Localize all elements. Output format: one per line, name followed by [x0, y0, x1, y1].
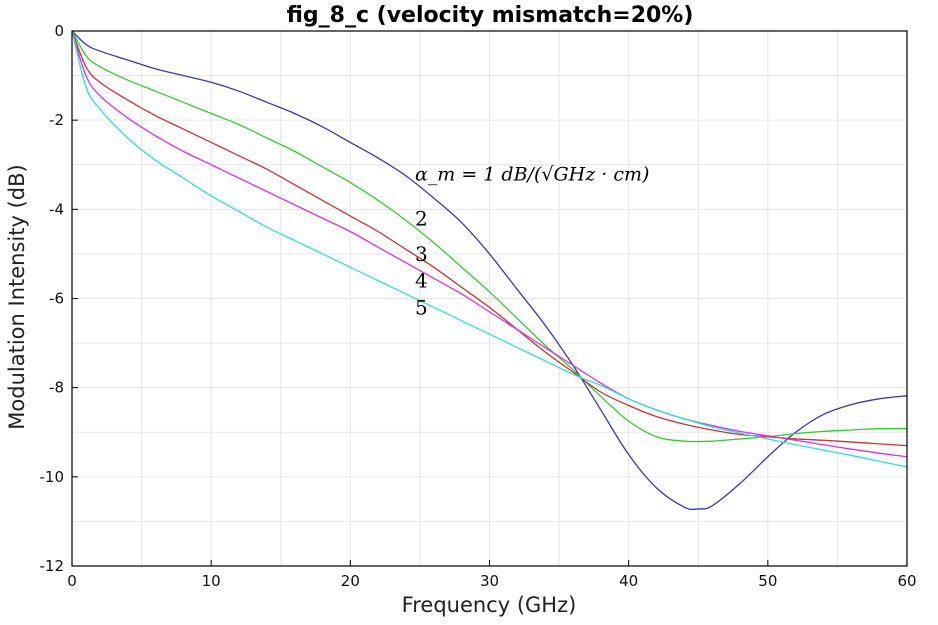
- x-tick-label: 0: [67, 572, 77, 590]
- series-line-1: [71, 30, 908, 511]
- annotation-series-5: 5: [415, 295, 428, 319]
- annotation-series-2: 2: [415, 206, 428, 230]
- axis-ticks: 0 10 20 30 40 50 60 0 -2 -4 -6 -8 -10 -12: [40, 22, 917, 590]
- x-tick-label: 30: [480, 572, 499, 590]
- x-tick-label: 50: [758, 572, 777, 590]
- y-axis-label: Modulation Intensity (dB): [5, 164, 29, 429]
- x-axis-label: Frequency (GHz): [402, 593, 577, 617]
- y-tick-label: 0: [54, 22, 64, 40]
- y-tick-label: -4: [49, 200, 64, 218]
- x-tick-label: 10: [202, 572, 221, 590]
- y-tick-label: -10: [40, 468, 65, 486]
- annotation-series-4: 4: [415, 269, 428, 293]
- y-tick-label: -8: [49, 379, 64, 397]
- x-tick-label: 60: [897, 572, 916, 590]
- series-lines: [71, 30, 908, 511]
- grid-lines: [71, 30, 908, 567]
- y-tick-label: -2: [49, 111, 64, 129]
- y-tick-label: -6: [49, 290, 64, 308]
- series-line-3: [71, 30, 908, 447]
- annotation-series-3: 3: [415, 242, 428, 266]
- series-line-4: [71, 30, 908, 458]
- chart-title: fig_8_c (velocity mismatch=20%): [287, 3, 694, 28]
- series-line-5: [71, 30, 908, 468]
- x-tick-label: 20: [341, 572, 360, 590]
- x-tick-label: 40: [619, 572, 638, 590]
- annotation-series-1: α_m = 1 dB/(√GHz · cm): [415, 164, 649, 186]
- annotations: α_m = 1 dB/(√GHz · cm) 2 3 45: [415, 164, 649, 320]
- y-tick-label: -12: [40, 557, 65, 575]
